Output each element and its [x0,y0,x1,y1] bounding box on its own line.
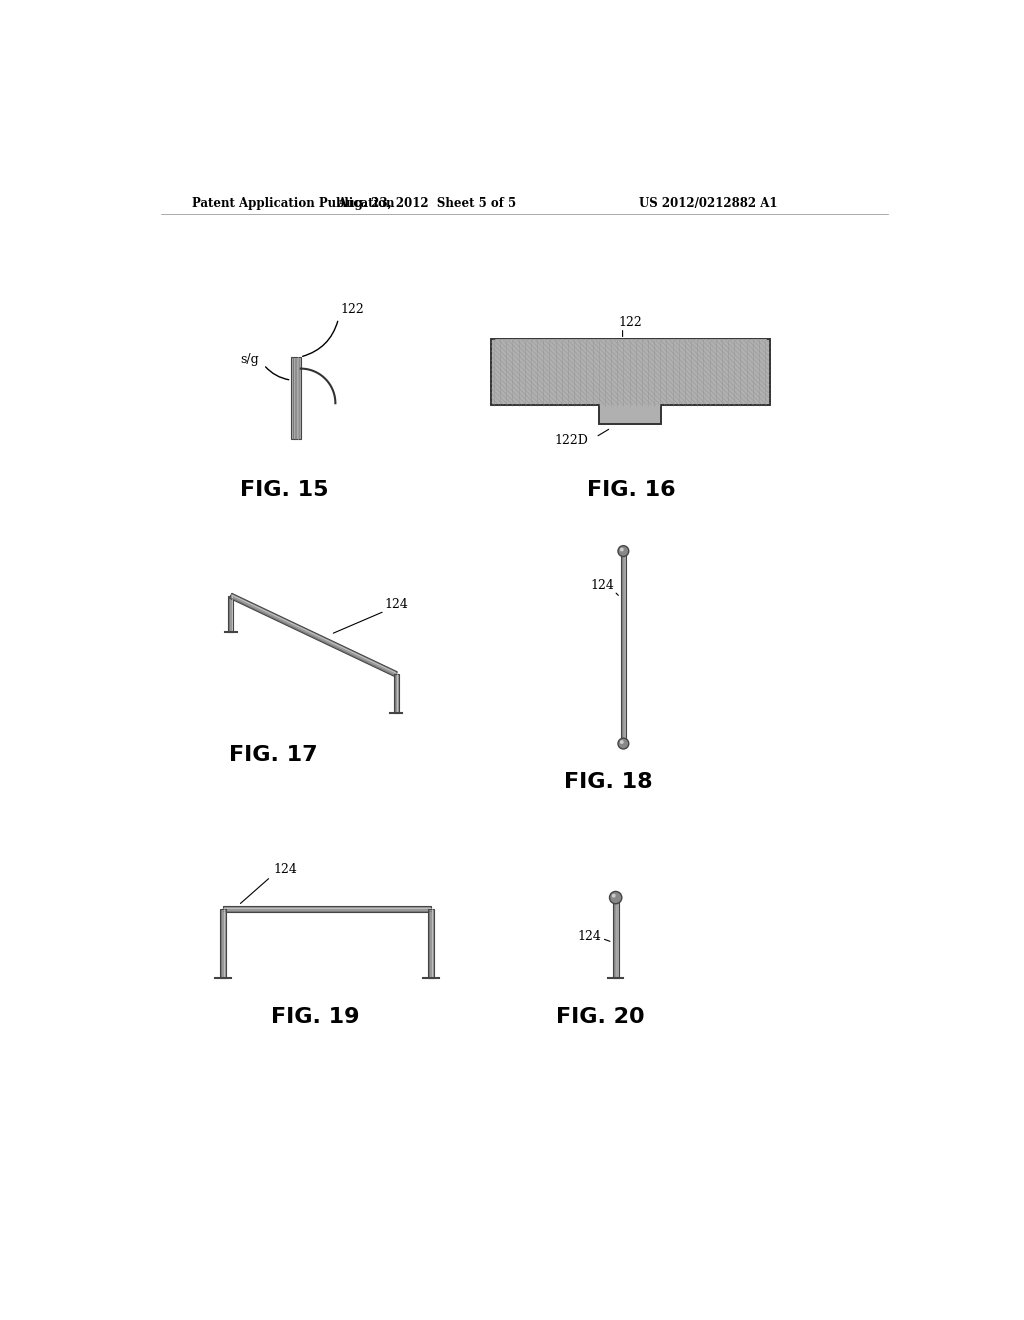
Polygon shape [292,358,301,440]
Text: 124: 124 [273,862,297,875]
Circle shape [617,738,629,748]
Circle shape [620,548,624,552]
Text: US 2012/0212882 A1: US 2012/0212882 A1 [639,197,777,210]
Text: 122: 122 [341,302,365,315]
Polygon shape [228,595,233,632]
Text: 124: 124 [590,579,614,593]
Text: FIG. 19: FIG. 19 [271,1007,359,1027]
Text: Patent Application Publication: Patent Application Publication [193,197,394,210]
Text: FIG. 15: FIG. 15 [241,479,329,499]
Text: s/g: s/g [241,352,259,366]
Text: Aug. 23, 2012  Sheet 5 of 5: Aug. 23, 2012 Sheet 5 of 5 [338,197,516,210]
Polygon shape [393,675,399,713]
Polygon shape [490,339,770,424]
Circle shape [617,545,629,557]
Circle shape [611,894,615,898]
Text: FIG. 17: FIG. 17 [228,746,317,766]
Text: FIG. 16: FIG. 16 [587,479,676,499]
Polygon shape [229,593,397,677]
Circle shape [609,891,622,904]
Polygon shape [220,909,225,978]
Text: 122D: 122D [554,434,588,447]
Text: 122: 122 [618,315,642,329]
Polygon shape [428,909,433,978]
Text: FIG. 20: FIG. 20 [556,1007,644,1027]
Polygon shape [223,907,431,912]
Circle shape [620,741,624,744]
Text: 124: 124 [578,929,602,942]
Text: 124: 124 [385,598,409,611]
Polygon shape [621,552,626,743]
Text: FIG. 18: FIG. 18 [563,772,652,792]
Polygon shape [612,898,618,978]
